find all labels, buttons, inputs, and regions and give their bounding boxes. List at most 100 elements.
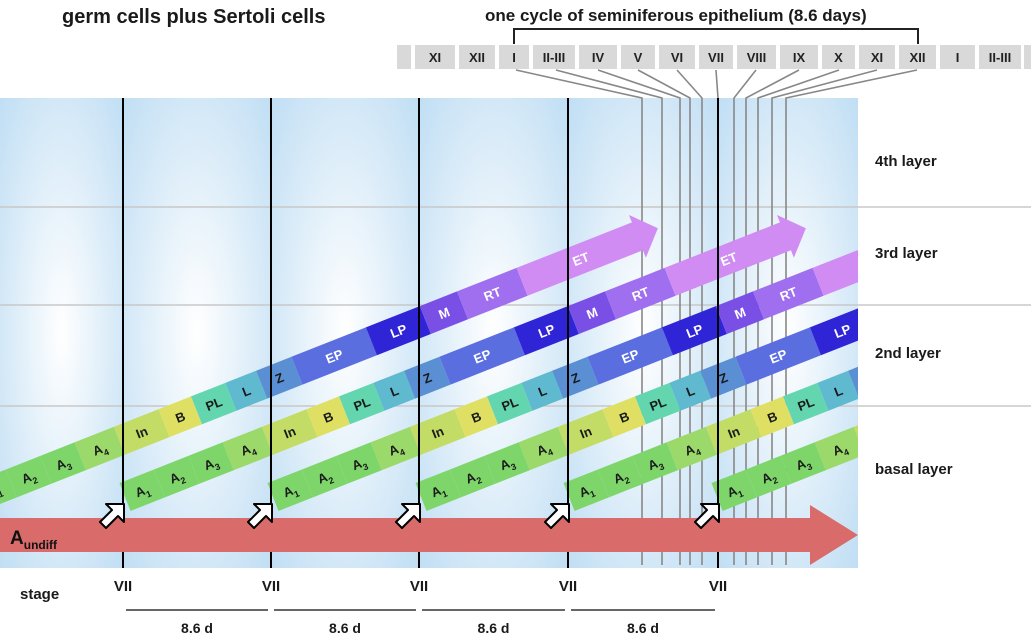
cell-segment-A3 <box>336 442 382 484</box>
stage-strip-box <box>415 45 455 69</box>
stage-connector-line <box>745 69 800 565</box>
axis-stage-mark: VII <box>709 578 727 595</box>
cell-label-ET: ET <box>1014 249 1031 269</box>
cell-label-EP: EP <box>620 346 642 366</box>
cell-segment-A1 <box>0 469 17 505</box>
cell-label-ET: ET <box>718 249 739 269</box>
cell-label-M: M <box>436 304 452 322</box>
cell-label-Z: Z <box>1013 370 1026 387</box>
cell-label-PL: PL <box>795 394 816 414</box>
cell-label-PL: PL <box>351 394 372 414</box>
duration-label: 8.6 d <box>627 620 659 636</box>
stage-strip-box <box>699 45 733 69</box>
cell-segment-B <box>602 396 647 438</box>
cell-segment-Z <box>552 356 599 399</box>
cell-segment-LP <box>513 306 579 356</box>
cell-segment-A1 <box>711 469 757 511</box>
cell-segment-M <box>419 291 469 334</box>
cell-label-A1: A1 <box>0 481 5 503</box>
cell-segment-Z <box>256 356 303 399</box>
axis-stage-mark: VII <box>410 578 428 595</box>
stage-strip-box <box>621 45 655 69</box>
stage-strip-label: XII <box>910 50 926 65</box>
stage-strip-label: XII <box>469 50 485 65</box>
cell-segment-A3 <box>484 442 530 484</box>
cell-label-RT: RT <box>482 284 504 304</box>
cell-segment-A4 <box>814 426 858 471</box>
cell-segment-In <box>557 409 614 455</box>
cell-label-M: M <box>584 304 600 322</box>
stage-strip-label: I <box>956 50 960 65</box>
cell-segment-In <box>409 409 466 455</box>
cell-segment-A4 <box>74 426 125 471</box>
cell-segment-PL <box>783 382 829 425</box>
cell-label-In: In <box>134 423 150 441</box>
cell-segment-LP <box>809 308 858 356</box>
stage-strip-label: II-III <box>989 50 1011 65</box>
axis-stage-mark: VII <box>262 578 280 595</box>
cell-label-M: M <box>880 304 896 322</box>
stage-connector-line <box>676 69 703 565</box>
stage-strip-box <box>579 45 617 69</box>
cell-segment-LP <box>661 306 727 356</box>
stage-connector-line <box>733 69 757 565</box>
cycle-title: one cycle of seminiferous epithelium (8.… <box>485 6 867 25</box>
cell-segment-B <box>306 396 351 438</box>
layer-label: 4th layer <box>875 153 937 170</box>
cell-segment-M <box>864 291 912 334</box>
cell-segment-ET <box>961 215 1031 296</box>
cell-label-PL: PL <box>203 394 224 414</box>
a-undiff-arrow <box>0 505 858 565</box>
entry-arrow-icon <box>694 503 720 529</box>
a-undiff-label: Aundiff <box>10 528 58 552</box>
cell-segment-PL <box>635 382 681 425</box>
cell-segment-EP <box>587 327 673 385</box>
cell-segment-A2 <box>301 455 348 498</box>
stage-strip-label: VI <box>671 50 683 65</box>
stage-strip-box <box>899 45 936 69</box>
axis-stage-mark: VII <box>114 578 132 595</box>
cell-segment-ET <box>812 249 858 296</box>
cell-label-PL: PL <box>647 394 668 414</box>
cell-segment-ET <box>516 214 658 296</box>
cell-segment-LP <box>365 306 431 356</box>
cell-segment-PL <box>931 383 976 424</box>
stage-strip-label: XI <box>429 50 441 65</box>
cell-segment-A3 <box>40 442 86 484</box>
axis-stage-mark: VII <box>559 578 577 595</box>
cell-segment-A4 <box>518 426 569 471</box>
stage-strip-box <box>459 45 495 69</box>
cell-segment-In <box>113 409 170 455</box>
cell-segment-A1 <box>563 469 609 511</box>
cell-segment-Z <box>996 357 1031 399</box>
cell-label-M: M <box>732 304 748 322</box>
duration-label: 8.6 d <box>181 620 213 636</box>
cell-label-Z: Z <box>865 370 878 387</box>
layer-label: basal layer <box>875 461 953 478</box>
cell-segment-RT <box>753 267 824 320</box>
cell-segment-A1 <box>119 469 165 511</box>
cell-segment-A1 <box>415 469 461 511</box>
cell-segment-In <box>853 425 858 438</box>
stage-strip-label: VII <box>708 50 724 65</box>
cell-label-LP: LP <box>536 321 557 341</box>
duration-label: 8.6 d <box>478 620 510 636</box>
cell-segment-PL <box>191 382 237 425</box>
cell-segment-LP <box>958 306 1023 355</box>
stage-connector-line <box>637 69 691 565</box>
axis-stage-label: stage <box>20 586 59 603</box>
cell-segment-A2 <box>597 455 644 498</box>
cell-segment-B <box>898 396 942 437</box>
stage-strip-label: XI <box>871 50 883 65</box>
cell-label-PL: PL <box>943 394 964 414</box>
cell-segment-L <box>669 370 712 411</box>
cell-label-LP: LP <box>980 321 1001 341</box>
stage-strip-label: V <box>634 50 643 65</box>
cell-segment-Z <box>700 356 747 399</box>
cell-segment-In <box>705 409 762 455</box>
stage-strip-box <box>859 45 895 69</box>
cell-segment-A2 <box>5 455 52 498</box>
